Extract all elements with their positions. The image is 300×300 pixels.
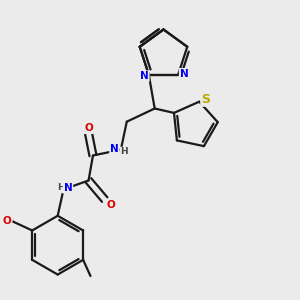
Text: N: N: [64, 183, 72, 193]
Text: O: O: [84, 123, 93, 133]
Text: O: O: [3, 216, 12, 226]
Text: H: H: [121, 148, 128, 157]
Text: S: S: [201, 93, 210, 106]
Text: N: N: [140, 71, 149, 81]
Text: O: O: [107, 200, 116, 210]
Text: N: N: [180, 69, 188, 79]
Text: H: H: [57, 183, 64, 192]
Text: N: N: [110, 144, 119, 154]
